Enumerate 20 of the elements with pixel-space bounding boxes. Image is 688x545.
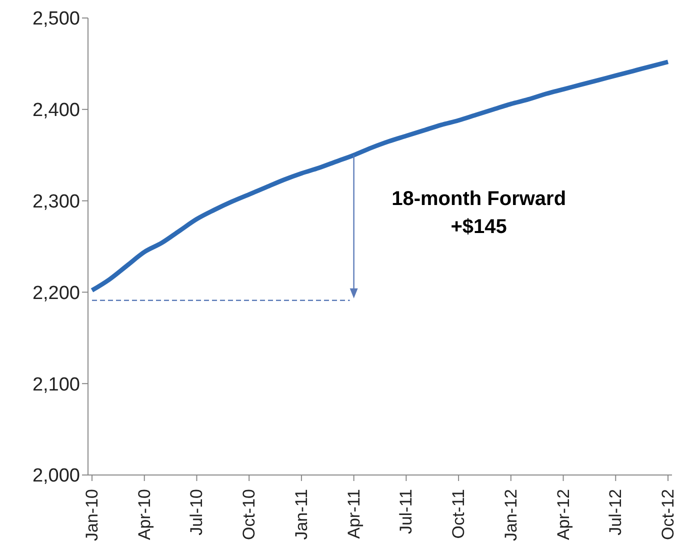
y-tick-label: 2,300 — [32, 192, 80, 213]
x-tick-label: Jan-10 — [82, 489, 102, 541]
x-tick-label: Oct-12 — [658, 489, 678, 540]
annotation: 18-month Forward +$145 — [392, 188, 566, 238]
x-tick-label: Jul-12 — [606, 489, 626, 536]
y-tick-label: 2,200 — [32, 282, 80, 304]
y-tick-label: 2,000 — [32, 466, 80, 487]
x-tick-label: Jul-10 — [187, 489, 206, 536]
x-tick-label: Jan-12 — [501, 489, 520, 541]
x-tick-label: Jan-11 — [292, 489, 311, 540]
x-tick-label: Jul-11 — [396, 489, 416, 534]
y-tick-label: 2,400 — [32, 100, 80, 122]
y-tick-label: 2,100 — [32, 374, 80, 396]
x-tick-label: Apr-12 — [554, 489, 573, 540]
x-tick-label: Apr-10 — [134, 489, 154, 540]
x-tick-label: Oct-10 — [240, 489, 259, 540]
x-tick-label: Oct-11 — [449, 489, 468, 539]
x-tick-label: Apr-11 — [344, 489, 364, 539]
line-series — [90, 60, 670, 293]
y-tick-label: 2,500 — [32, 8, 80, 30]
